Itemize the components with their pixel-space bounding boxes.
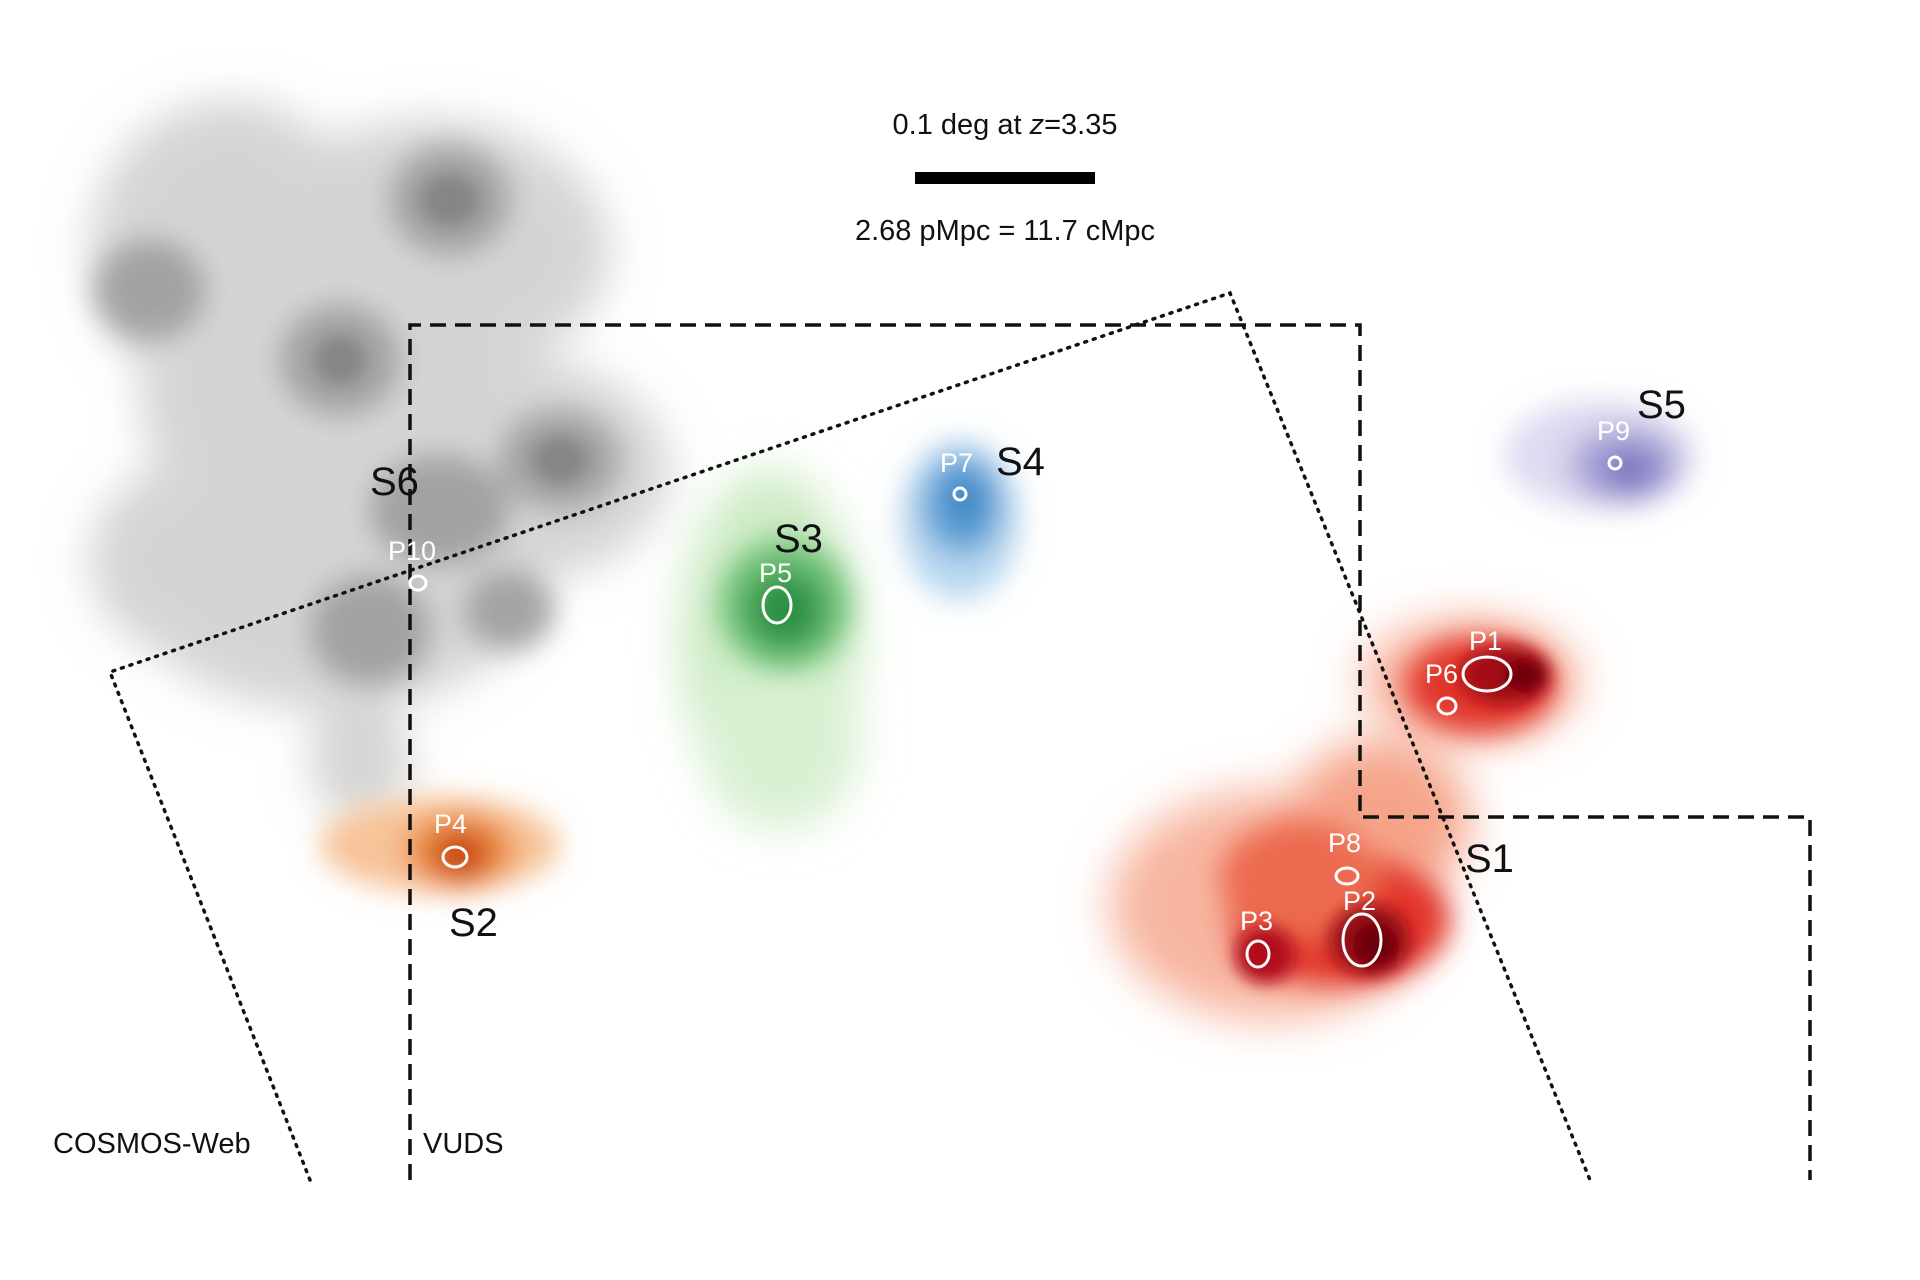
- peak-marker-p4: [441, 845, 469, 869]
- peak-marker-p3: [1245, 939, 1271, 969]
- structure-s5-density: [1505, 400, 1695, 510]
- scale-bar-bottom-label: 2.68 pMpc = 11.7 cMpc: [855, 215, 1155, 247]
- structure-label-s1: S1: [1465, 837, 1514, 881]
- peak-label-p5: P5: [759, 558, 792, 588]
- peak-marker-p8: [1334, 866, 1360, 886]
- structure-label-s4: S4: [996, 440, 1045, 484]
- structure-label-s3: S3: [774, 517, 823, 561]
- peak-label-p1: P1: [1469, 626, 1502, 656]
- structure-label-s2: S2: [449, 901, 498, 945]
- peak-label-p2: P2: [1343, 886, 1376, 916]
- structure-s6-density: [90, 100, 670, 820]
- peak-marker-p2: [1341, 912, 1383, 968]
- peak-marker-p9: [1607, 455, 1623, 471]
- peak-marker-p10: [408, 574, 428, 592]
- structure-s2-density: [320, 797, 560, 893]
- peak-marker-p7: [952, 486, 968, 502]
- peak-label-p10: P10: [388, 536, 436, 566]
- vuds-footprint: [408, 323, 1812, 1180]
- scale-bar-line: [915, 172, 1095, 184]
- vuds-label: VUDS: [423, 1128, 504, 1160]
- structure-label-s6: S6: [370, 460, 419, 504]
- peak-markers: [408, 455, 1623, 969]
- structure-s1-density: [1110, 618, 1580, 1020]
- peak-marker-p6: [1436, 696, 1458, 716]
- cosmos-web-label: COSMOS-Web: [53, 1128, 251, 1160]
- peak-marker-p5: [761, 585, 793, 625]
- structure-labels: S1 S2 S3 S4 S5 S6: [370, 383, 1686, 945]
- peak-label-p3: P3: [1240, 906, 1273, 936]
- peak-label-p8: P8: [1328, 828, 1361, 858]
- cosmos-web-footprint: [107, 290, 1592, 1182]
- peak-labels: P1 P2 P3 P4 P5 P6 P7 P8 P9 P10: [388, 416, 1630, 936]
- peak-marker-p1: [1461, 655, 1513, 693]
- scale-bar-top-label: 0.1 deg at z=3.35: [893, 109, 1118, 141]
- structure-s4-density: [900, 440, 1020, 600]
- peak-label-p9: P9: [1597, 416, 1630, 446]
- structure-s3-density: [680, 470, 860, 830]
- structure-label-s5: S5: [1637, 383, 1686, 427]
- peak-label-p6: P6: [1425, 659, 1458, 689]
- scale-bar: 0.1 deg at z=3.35 2.68 pMpc = 11.7 cMpc: [855, 109, 1155, 247]
- peak-label-p7: P7: [940, 448, 973, 478]
- peak-label-p4: P4: [434, 809, 467, 839]
